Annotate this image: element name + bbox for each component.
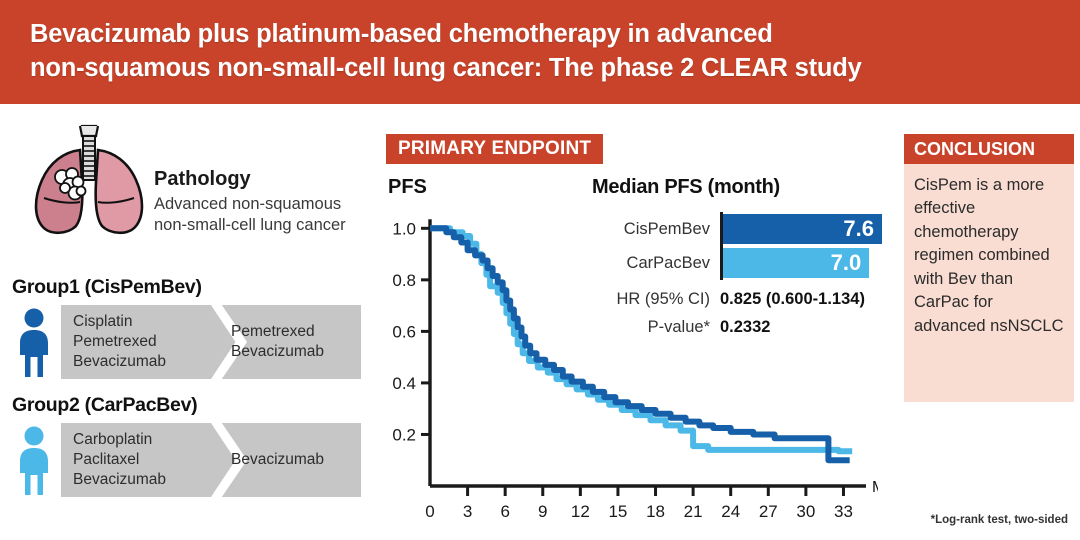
y-tick-label: 0.8 xyxy=(392,271,416,290)
bar-track: 7.0 xyxy=(723,246,882,280)
group-2-block: Group2 (CarPacBev) Carboplatin Paclitaxe… xyxy=(12,394,372,497)
bar-label-cispembev: CisPemBev xyxy=(623,219,710,238)
group-2-drug-2: Paclitaxel xyxy=(73,450,140,468)
km-curve-carpacbev xyxy=(430,225,853,455)
x-tick-label: 21 xyxy=(684,502,703,521)
group-1-title: Group1 (CisPemBev) xyxy=(12,276,202,298)
bar-baseline xyxy=(720,212,723,246)
x-tick-label: 33 xyxy=(834,502,853,521)
pathology-block: Pathology Advanced non-squamous non-smal… xyxy=(12,120,378,240)
x-axis-label: Months xyxy=(872,479,878,496)
group-2-induction: Carboplatin Paclitaxel Bevacizumab xyxy=(61,430,213,490)
stat-row-pvalue: P-value* 0.2332 xyxy=(592,318,892,337)
x-tick-label: 9 xyxy=(538,502,547,521)
page-title-line-1: Bevacizumab plus platinum-based chemothe… xyxy=(30,20,773,49)
pathology-text-block: Pathology Advanced non-squamous non-smal… xyxy=(154,168,380,236)
bar-label-carpacbev: CarPacBev xyxy=(626,253,710,272)
kaplan-meier-chart: 0.2 0.4 0.6 0.8 1.0 0 3 6 9 12 15 18 21 24 27 30 33 Mon… xyxy=(392,219,878,521)
x-tick-label: 6 xyxy=(500,502,509,521)
pathology-line-1: Advanced non-squamous xyxy=(154,195,342,213)
center-column: PRIMARY ENDPOINT PFS Median PFS (month) … xyxy=(378,104,888,540)
bar-baseline xyxy=(720,246,723,280)
x-tick-label: 12 xyxy=(571,502,590,521)
group-1-regimen: Cisplatin Pemetrexed Bevacizumab Pemetre… xyxy=(61,305,361,379)
x-tick-label: 18 xyxy=(646,502,665,521)
group-1-block: Group1 (CisPemBev) Cisplatin Pemetrexed … xyxy=(12,276,372,379)
x-tick-label: 3 xyxy=(463,502,472,521)
x-tick-label: 27 xyxy=(759,502,778,521)
pvalue-value: 0.2332 xyxy=(720,318,771,336)
person-icon xyxy=(20,308,48,377)
conclusion-text: CisPem is a more effective chemotherapy … xyxy=(904,164,1074,402)
pfs-axis-title: PFS xyxy=(388,176,427,198)
right-column: CONCLUSION CisPem is a more effective ch… xyxy=(900,104,1080,540)
primary-endpoint-badge: PRIMARY ENDPOINT xyxy=(386,134,604,164)
left-column: Pathology Advanced non-squamous non-smal… xyxy=(0,104,378,540)
group-1-maint-2: Bevacizumab xyxy=(231,343,325,360)
bar-value-carpacbev: 7.0 xyxy=(723,248,870,278)
page-title-line-2: non-squamous non-small-cell lung cancer:… xyxy=(30,54,862,82)
group-2-title: Group2 (CarPacBev) xyxy=(12,394,198,416)
hr-label: HR (95% CI) xyxy=(616,290,710,308)
km-curve-group xyxy=(430,225,853,464)
group-2-regimen: Carboplatin Paclitaxel Bevacizumab Bevac… xyxy=(61,423,361,497)
x-tick-label: 24 xyxy=(721,502,740,521)
group-2-row: Carboplatin Paclitaxel Bevacizumab Bevac… xyxy=(12,423,372,497)
x-tick-label: 15 xyxy=(608,502,627,521)
group-1-maintenance: Pemetrexed Bevacizumab xyxy=(213,322,361,362)
pathology-heading: Pathology xyxy=(154,168,251,190)
statistics-table: HR (95% CI) 0.825 (0.600-1.134) P-value*… xyxy=(592,290,892,346)
bar-row: CarPacBev 7.0 xyxy=(592,246,882,280)
bar-track: 7.6 xyxy=(723,212,882,246)
x-tick-label: 30 xyxy=(796,502,815,521)
lungs-tumor-icon xyxy=(34,124,144,235)
footnote: *Log-rank test, two-sided xyxy=(930,514,1068,526)
person-icon xyxy=(20,426,48,495)
y-tick-label: 0.4 xyxy=(392,374,416,393)
hr-value: 0.825 (0.600-1.134) xyxy=(720,290,865,308)
y-tick-label: 1.0 xyxy=(392,219,416,238)
x-axis-ticks: 0 3 6 9 12 15 18 21 24 27 30 33 xyxy=(425,486,853,521)
y-axis-ticks: 0.2 0.4 0.6 0.8 1.0 xyxy=(392,219,430,444)
group-2-maint-1: Bevacizumab xyxy=(231,450,325,468)
header-banner: Bevacizumab plus platinum-based chemothe… xyxy=(0,0,1080,104)
km-curve-cispembev xyxy=(430,225,850,464)
median-pfs-heading: Median PFS (month) xyxy=(592,176,780,198)
group-1-induction: Cisplatin Pemetrexed Bevacizumab xyxy=(61,312,213,372)
y-tick-label: 0.2 xyxy=(392,425,416,444)
group-1-maint-1: Pemetrexed xyxy=(231,322,315,340)
x-tick-label: 0 xyxy=(425,502,434,521)
stat-row-hr: HR (95% CI) 0.825 (0.600-1.134) xyxy=(592,290,892,309)
group-2-maintenance: Bevacizumab xyxy=(213,450,361,470)
bar-row: CisPemBev 7.6 xyxy=(592,212,882,246)
group-1-drug-2: Pemetrexed xyxy=(73,332,157,350)
group-1-drug-1: Cisplatin xyxy=(73,312,133,330)
conclusion-badge: CONCLUSION xyxy=(904,134,1074,164)
pvalue-label: P-value* xyxy=(647,318,710,336)
group-2-drug-3: Bevacizumab xyxy=(73,471,167,489)
group-1-row: Cisplatin Pemetrexed Bevacizumab Pemetre… xyxy=(12,305,372,379)
group-1-drug-3: Bevacizumab xyxy=(73,353,167,371)
pathology-line-2: non-small-cell lung cancer xyxy=(154,216,346,235)
group-2-drug-1: Carboplatin xyxy=(73,430,153,448)
y-tick-label: 0.6 xyxy=(392,322,416,341)
bar-value-cispembev: 7.6 xyxy=(723,214,882,244)
median-pfs-bars: CisPemBev 7.6 CarPacBev 7.0 xyxy=(592,212,882,280)
